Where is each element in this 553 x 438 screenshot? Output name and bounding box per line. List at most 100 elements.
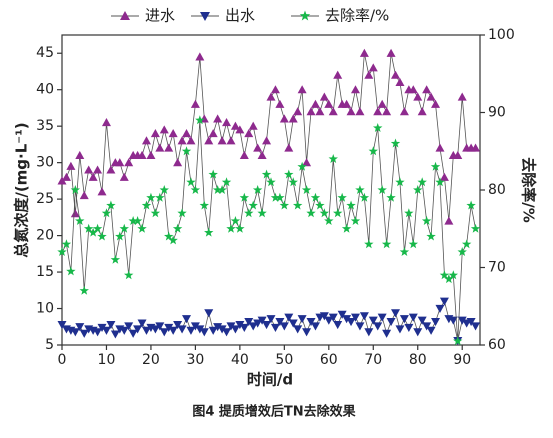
data-point (173, 158, 183, 167)
data-point (195, 52, 205, 61)
data-point (301, 185, 312, 195)
data-point (373, 107, 383, 116)
x-tick-label: 90 (453, 352, 471, 368)
data-point (364, 239, 374, 249)
data-point (395, 325, 405, 334)
data-point (168, 128, 178, 138)
data-point (79, 190, 89, 200)
data-point (346, 200, 356, 210)
data-point (110, 330, 120, 339)
data-point (204, 136, 214, 145)
data-point (266, 92, 276, 101)
data-point (373, 123, 383, 133)
x-tick-label: 20 (142, 352, 160, 368)
x-tick-label: 70 (364, 352, 382, 368)
data-point (457, 316, 467, 325)
data-point (284, 313, 294, 322)
data-point (310, 192, 321, 202)
data-point (124, 322, 134, 331)
data-point (208, 128, 218, 138)
data-point (92, 223, 103, 233)
data-point (457, 92, 467, 101)
y2-tick-label: 90 (488, 105, 506, 121)
data-point (155, 143, 165, 152)
y-tick-label: 20 (36, 228, 54, 244)
data-point (395, 177, 405, 187)
data-point (190, 99, 200, 108)
data-point (302, 158, 312, 167)
data-point (79, 285, 89, 295)
data-point (422, 85, 432, 94)
data-point (101, 118, 111, 127)
data-point (337, 192, 347, 202)
data-point (328, 313, 338, 322)
data-point (57, 247, 67, 257)
data-point (391, 309, 401, 318)
y-tick-label: 15 (36, 264, 54, 280)
data-point (150, 208, 161, 218)
data-point (319, 92, 329, 101)
data-point (324, 216, 334, 226)
data-point (115, 158, 125, 167)
data-point (346, 318, 356, 327)
data-point (168, 235, 178, 245)
data-point (213, 323, 223, 332)
data-point (426, 326, 436, 335)
data-point (413, 328, 423, 337)
data-point (359, 312, 369, 321)
data-point (471, 322, 481, 331)
y-tick-label: 30 (36, 155, 54, 171)
data-point (426, 92, 436, 101)
data-point (270, 192, 281, 202)
data-point (244, 128, 254, 138)
data-point (399, 315, 409, 324)
data-point (88, 172, 98, 181)
data-point (390, 138, 401, 148)
data-point (106, 200, 116, 210)
data-point (97, 231, 107, 241)
data-point (75, 323, 85, 332)
data-point (57, 320, 67, 330)
data-point (448, 270, 459, 280)
data-point (431, 318, 441, 327)
data-point (119, 172, 129, 181)
data-point (382, 107, 392, 116)
data-point (137, 319, 147, 328)
data-point (248, 121, 258, 130)
data-point (466, 318, 476, 327)
data-point (244, 318, 254, 327)
data-point (190, 322, 200, 331)
data-point (288, 114, 298, 123)
series-line (61, 53, 476, 222)
data-point (430, 161, 441, 171)
data-point (448, 316, 458, 325)
data-point (413, 92, 423, 101)
data-point (137, 223, 147, 233)
data-point (266, 177, 276, 187)
data-point (141, 326, 151, 335)
data-point (404, 323, 414, 332)
data-point (244, 208, 254, 218)
data-point (284, 143, 294, 152)
data-point (199, 328, 209, 337)
data-point (248, 322, 258, 331)
data-point (146, 150, 156, 159)
x-tick-label: 0 (58, 352, 67, 368)
data-point (333, 70, 343, 79)
data-point (195, 325, 205, 334)
data-point (261, 169, 272, 179)
data-point (182, 315, 192, 324)
data-point (346, 107, 356, 116)
data-point (368, 63, 378, 72)
data-point (159, 328, 169, 337)
data-point (377, 313, 387, 322)
data-point (110, 254, 121, 264)
data-point (395, 77, 405, 87)
data-point (439, 172, 449, 181)
data-point (123, 270, 134, 280)
data-point (279, 322, 289, 331)
data-point (350, 216, 361, 226)
data-point (368, 316, 378, 325)
data-point (408, 313, 418, 322)
data-point (457, 247, 467, 257)
